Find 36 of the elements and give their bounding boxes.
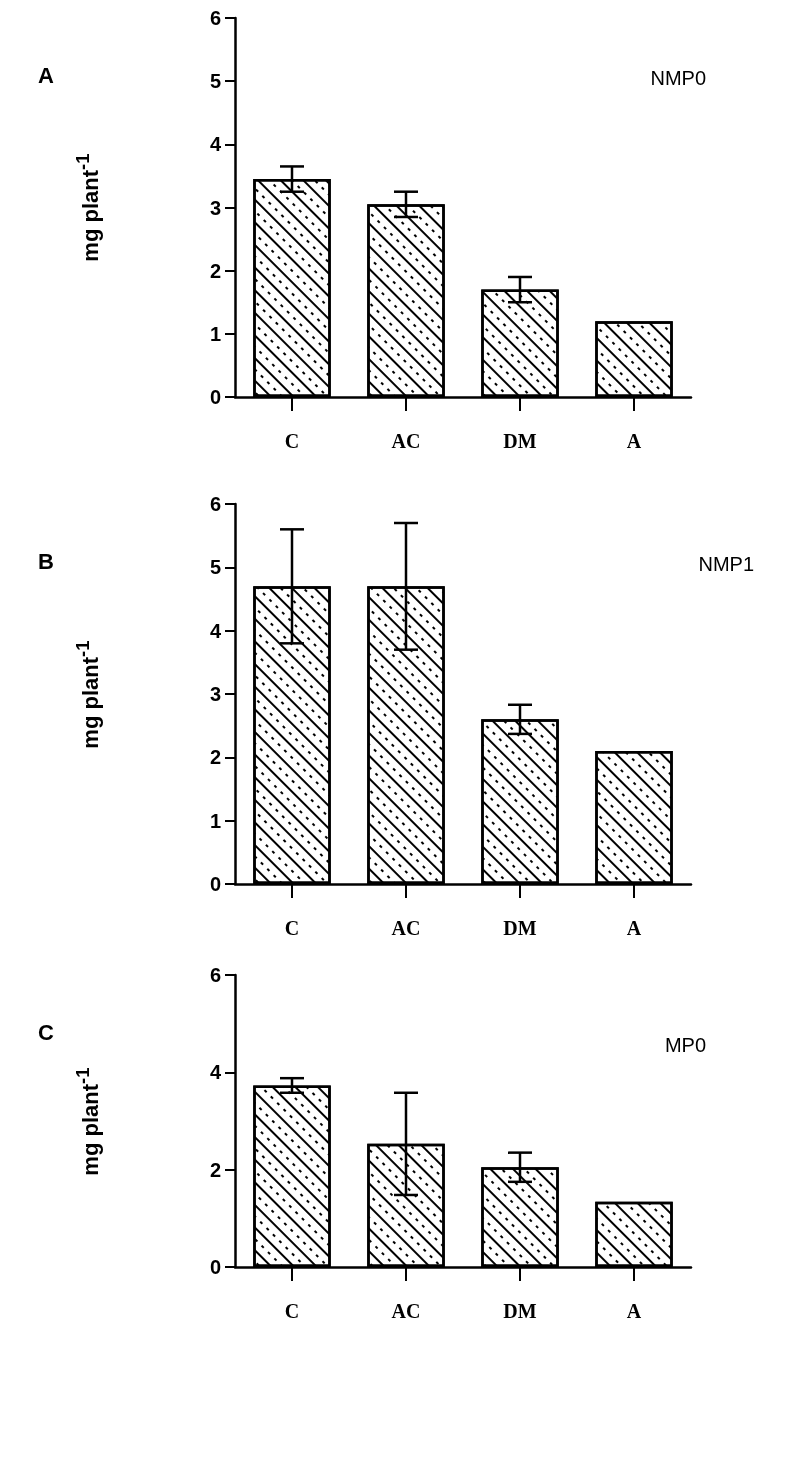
y-tick-label: 6 [209,493,221,515]
x-tick-label: C [284,430,300,452]
y-tick-label: 0 [209,873,221,895]
x-tick-label: DM [503,1300,537,1322]
x-tick-label: A [626,917,642,939]
x-tick-label: C [284,917,300,939]
y-tick-label: 3 [209,196,221,219]
x-tick-label: C [284,1300,300,1322]
text: B [38,549,54,575]
y-tick-label: 1 [209,809,221,832]
y-tick-label: 4 [209,619,222,642]
y-tick-label: 2 [209,259,221,282]
x-tick-label: A [626,1300,642,1322]
text: A [38,63,54,89]
y-tick-label: 5 [209,556,221,579]
y-tick-label: 0 [209,1256,221,1278]
x-tick-label: DM [503,430,537,452]
text: C [38,1020,54,1046]
text: NMP1 [698,553,755,575]
x-tick-label: AC [391,917,421,939]
x-tick-label: AC [391,430,421,452]
y-tick-label: 0 [209,386,221,408]
x-tick-label: A [626,430,642,452]
y-tick-label: 2 [209,1158,221,1181]
y-tick-label: 2 [209,746,221,769]
y-tick-label: 3 [209,683,221,705]
y-tick-label: 4 [209,133,222,156]
text: MP0 [664,1034,706,1056]
y-tick-label: 5 [209,70,221,93]
y-tick-label: 1 [209,322,221,345]
x-tick-label: DM [503,917,537,939]
y-tick-label: 4 [209,1061,222,1084]
y-tick-label: 6 [209,964,221,986]
text: NMP0 [650,67,707,89]
x-tick-label: AC [391,1300,421,1322]
y-tick-label: 6 [209,7,221,29]
